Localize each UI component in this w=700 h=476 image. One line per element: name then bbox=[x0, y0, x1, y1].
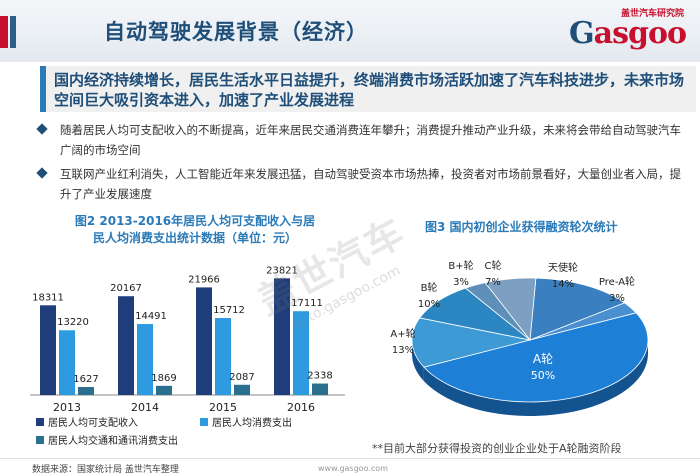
bar bbox=[118, 296, 134, 395]
pie-slice bbox=[423, 312, 649, 403]
x-tick-label: 2015 bbox=[209, 401, 237, 414]
x-tick-label: 2016 bbox=[287, 401, 315, 414]
bar bbox=[234, 384, 250, 395]
bullet-text: 互联网产业红利消失，人工智能近年来发展迅猛，自动驾驶受资本市场热捧，投资者对市场… bbox=[60, 167, 681, 201]
footer-divider bbox=[0, 458, 700, 459]
pie-slice bbox=[529, 277, 626, 341]
bullet-text: 随着居民人均可支配收入的不断提高，近年来居民交通消费连年攀升；消费提升推动产业升… bbox=[60, 123, 681, 157]
gasgoo-logo: 盖世汽车研究院 Gasgoo bbox=[569, 6, 687, 56]
bar-value-label: 21966 bbox=[188, 274, 220, 285]
bar bbox=[274, 278, 290, 395]
footer-url: www.gasgoo.com bbox=[318, 464, 388, 473]
pie-slice-name-label: A轮 bbox=[533, 352, 553, 366]
legend-label: 居民人均消费支出 bbox=[212, 416, 292, 429]
data-source: 数据来源：国家统计局 盖世汽车整理 bbox=[32, 465, 179, 475]
bar bbox=[312, 383, 328, 395]
pie-slice-name-label: 天使轮 bbox=[548, 261, 578, 274]
diamond-bullet-icon bbox=[36, 123, 48, 135]
pie-slice-name-label: B+轮 bbox=[448, 259, 473, 272]
bar-value-label: 23821 bbox=[266, 265, 298, 276]
bar-value-label: 14491 bbox=[135, 311, 167, 322]
bar bbox=[156, 385, 172, 395]
bar-value-label: 17111 bbox=[291, 298, 323, 309]
pie-slice-percent-label: 13% bbox=[392, 345, 414, 356]
legend-label: 居民人均可支配收入 bbox=[48, 416, 138, 429]
bar-value-label: 18311 bbox=[32, 292, 64, 303]
bar bbox=[59, 330, 75, 395]
pie-slice-name-label: C轮 bbox=[485, 259, 502, 272]
highlight-text: 国内经济持续增长，居民生活水平日益提升，终端消费市场活跃加速了汽车科技进步，未来… bbox=[54, 71, 685, 109]
pie-slice-percent-label: 10% bbox=[418, 299, 440, 310]
highlight-box bbox=[40, 66, 696, 112]
footnote: **目前大部分获得投资的创业企业处于A轮融资阶段 bbox=[372, 442, 622, 455]
bar bbox=[40, 305, 56, 395]
logo-subtitle: 盖世汽车研究院 bbox=[620, 9, 684, 19]
pie-slice-percent-label: 14% bbox=[552, 279, 574, 290]
x-tick-label: 2014 bbox=[131, 401, 159, 414]
pie-slice bbox=[411, 317, 531, 368]
legend-swatch bbox=[36, 418, 44, 426]
pie-slice-name-label: A+轮 bbox=[390, 327, 415, 340]
bar bbox=[215, 318, 231, 395]
bar bbox=[293, 311, 309, 395]
bar-value-label: 1627 bbox=[73, 374, 98, 385]
bar-chart: 18311 13220 1627 2013 20167 14491 1869 2014 2196… bbox=[30, 265, 345, 447]
bar-value-label: 1869 bbox=[151, 373, 176, 384]
bar-chart-title: 图2 2013-2016年居民人均可支配收入与居民人均消费支出统计数据（单位：元… bbox=[74, 214, 316, 245]
header-accent-red bbox=[0, 16, 8, 48]
legend-label: 居民人均交通和通讯消费支出 bbox=[48, 434, 178, 447]
bar bbox=[137, 324, 153, 395]
bullet-item: 互联网产业红利消失，人工智能近年来发展迅猛，自动驾驶受资本市场热捧，投资者对市场… bbox=[36, 164, 688, 204]
pie-slice-percent-label: 7% bbox=[485, 277, 501, 288]
pie-slice-percent-label: 3% bbox=[453, 277, 469, 288]
diamond-bullet-icon bbox=[36, 167, 48, 179]
legend-swatch bbox=[36, 436, 44, 444]
header-bar bbox=[0, 0, 700, 62]
bar-value-label: 20167 bbox=[110, 283, 142, 294]
pie-slice-percent-label: 50% bbox=[531, 369, 555, 382]
bar bbox=[78, 387, 94, 395]
header-accent-blue bbox=[10, 16, 16, 48]
pie-slice-name-label: Pre-A轮 bbox=[599, 275, 635, 288]
bullet-item: 随着居民人均可支配收入的不断提高，近年来居民交通消费连年攀升；消费提升推动产业升… bbox=[36, 120, 688, 160]
bar bbox=[196, 287, 212, 395]
logo-wordmark: Gasgoo bbox=[569, 16, 687, 51]
pie-chart-title: 图3 国内初创企业获得融资轮次统计 bbox=[425, 220, 618, 234]
pie-slice-side bbox=[412, 340, 424, 382]
pie-slice bbox=[484, 277, 537, 342]
bar-value-label: 15712 bbox=[213, 305, 245, 316]
pie-slice-side bbox=[423, 340, 648, 416]
bar-value-label: 13220 bbox=[57, 317, 89, 328]
page-title: 自动驾驶发展背景（经济） bbox=[104, 20, 368, 44]
bar-value-label: 2087 bbox=[229, 372, 254, 383]
pie-slice-percent-label: 3% bbox=[609, 293, 625, 304]
legend-swatch bbox=[200, 418, 208, 426]
pie-slice bbox=[419, 287, 531, 341]
pie-chart: 天使轮 14% Pre-A轮 3% A轮 50% A+轮 13% B轮 10% B+轮 3% C轮 7% bbox=[390, 259, 649, 416]
x-tick-label: 2013 bbox=[53, 401, 81, 414]
bullet-list: 随着居民人均可支配收入的不断提高，近年来居民交通消费连年攀升；消费提升推动产业升… bbox=[36, 120, 688, 208]
pie-slice-name-label: B轮 bbox=[421, 281, 438, 294]
bar-value-label: 2338 bbox=[307, 371, 332, 382]
